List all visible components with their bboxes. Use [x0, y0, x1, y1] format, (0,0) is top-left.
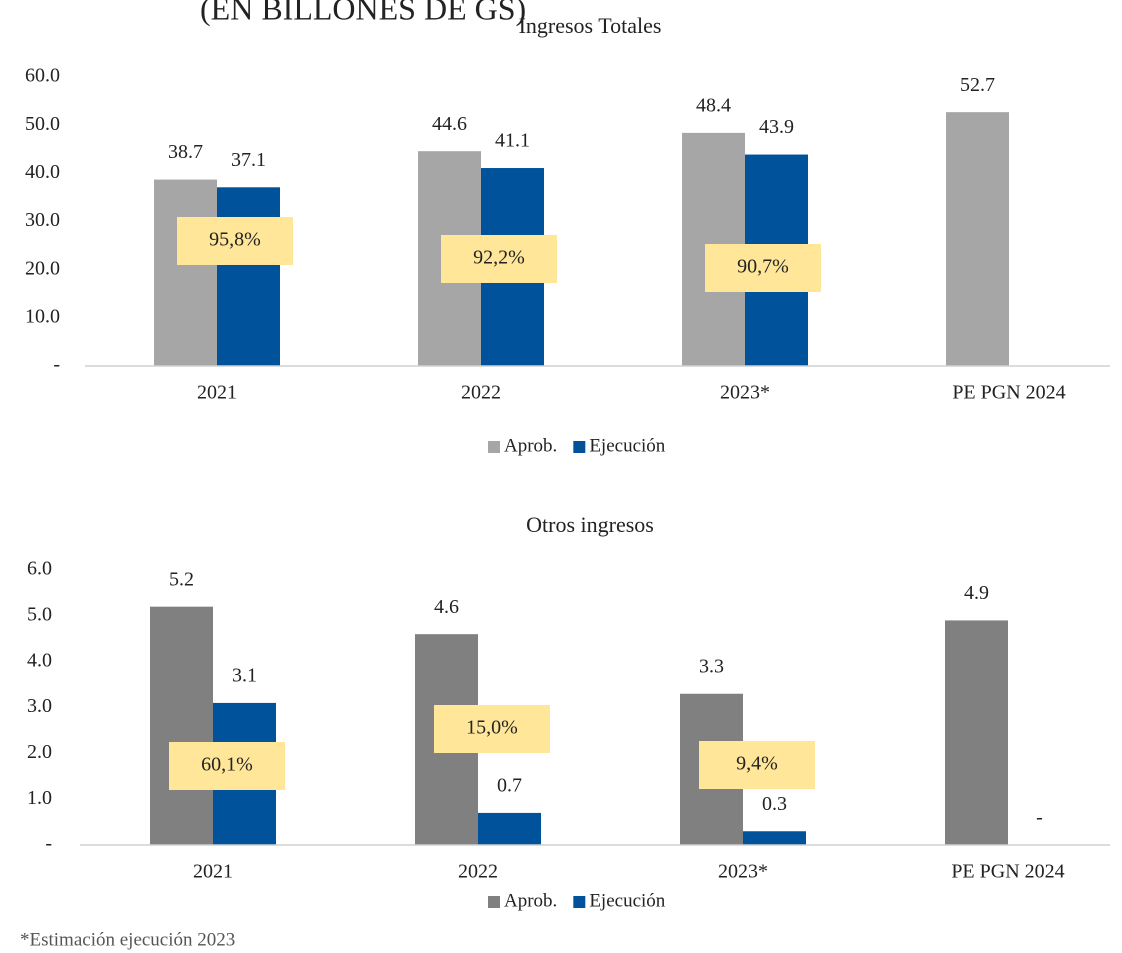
page-title: (EN BILLONES DE GS) [200, 0, 526, 26]
annotation: 90,7% [737, 256, 789, 278]
y-tick-label: 4.0 [27, 649, 52, 671]
bar [945, 620, 1008, 845]
chart-title: Ingresos Totales [519, 13, 662, 38]
annotation-box [441, 235, 557, 283]
annotation: 92,2% [473, 247, 525, 269]
bar [946, 112, 1009, 366]
value-label: 37.1 [231, 149, 266, 171]
legend-label: Ejecución [589, 435, 665, 456]
bar [154, 179, 217, 366]
x-tick-label: 2022 [458, 861, 498, 883]
bar [743, 831, 806, 845]
y-tick-label: 2.0 [27, 741, 52, 763]
value-label: 43.9 [759, 116, 794, 138]
value-label: 52.7 [960, 74, 995, 96]
x-tick-label: 2021 [193, 861, 233, 883]
y-tick-label: 6.0 [27, 558, 52, 580]
x-tick-label: 2023* [718, 861, 768, 883]
y-tick-label: - [53, 354, 60, 376]
value-label: 3.1 [232, 665, 257, 687]
value-label: - [1036, 807, 1043, 829]
annotation: 15,0% [466, 717, 518, 739]
chart-title: Otros ingresos [526, 512, 654, 537]
value-label: 44.6 [432, 113, 467, 135]
y-tick-label: 3.0 [27, 695, 52, 717]
bar [150, 606, 213, 845]
x-tick-label: 2022 [461, 382, 501, 404]
annotation: 95,8% [209, 229, 261, 251]
legend-swatch [488, 441, 500, 453]
y-tick-label: 20.0 [25, 257, 60, 279]
x-tick-label: 2021 [197, 382, 237, 404]
legend-label: Aprob. [504, 890, 557, 911]
annotation-box [434, 705, 550, 753]
y-tick-label: 30.0 [25, 209, 60, 231]
annotation-box [705, 244, 821, 292]
legend-swatch [488, 896, 500, 908]
y-tick-label: 1.0 [27, 787, 52, 809]
value-label: 0.3 [762, 793, 787, 815]
y-tick-label: 10.0 [25, 305, 60, 327]
value-label: 3.3 [699, 655, 724, 677]
legend-label: Aprob. [504, 435, 557, 456]
y-tick-label: 5.0 [27, 603, 52, 625]
annotation: 9,4% [736, 753, 778, 775]
y-tick-label: - [45, 833, 52, 855]
footnote: *Estimación ejecución 2023 [20, 929, 235, 950]
x-tick-label: PE PGN 2024 [952, 382, 1065, 404]
value-label: 5.2 [169, 568, 194, 590]
value-label: 4.6 [434, 596, 459, 618]
value-label: 0.7 [497, 775, 522, 797]
annotation: 60,1% [201, 754, 253, 776]
y-tick-label: 50.0 [25, 113, 60, 135]
value-label: 38.7 [168, 141, 203, 163]
bar [217, 187, 280, 366]
legend-swatch [573, 896, 586, 908]
annotation-box [177, 217, 293, 265]
x-tick-label: PE PGN 2024 [951, 861, 1064, 883]
y-tick-label: 40.0 [25, 161, 60, 183]
legend-swatch [573, 441, 586, 453]
legend-label: Ejecución [589, 890, 665, 911]
value-label: 41.1 [495, 130, 530, 152]
x-tick-label: 2023* [720, 382, 770, 404]
value-label: 4.9 [964, 582, 989, 604]
annotation-box [169, 742, 285, 790]
value-label: 48.4 [696, 94, 731, 116]
bar [478, 812, 541, 845]
annotation-box [699, 741, 815, 789]
y-tick-label: 60.0 [25, 65, 60, 87]
